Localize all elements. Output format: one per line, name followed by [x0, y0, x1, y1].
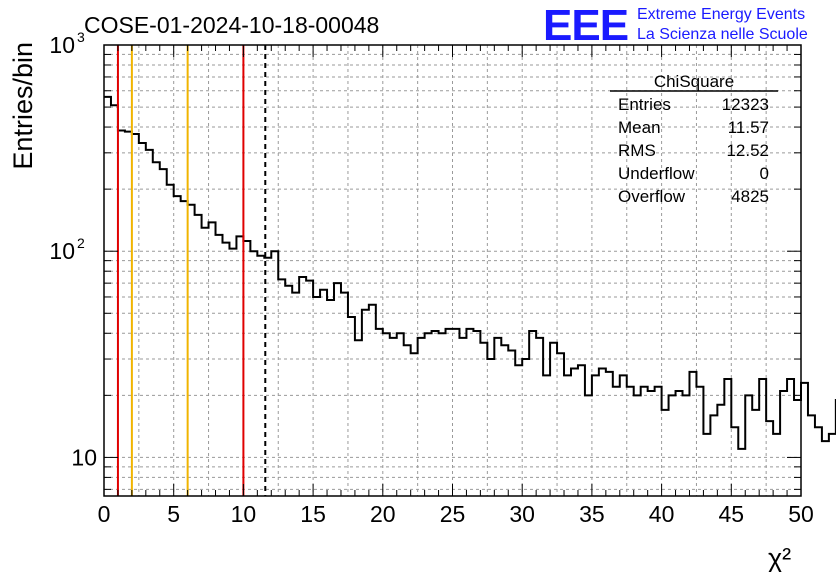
- x-axis-label: χ²: [768, 543, 791, 572]
- stats-value: 11.57: [728, 118, 769, 137]
- x-tick-label: 10: [231, 501, 257, 527]
- stats-title: ChiSquare: [654, 72, 734, 91]
- stats-label: Mean: [618, 118, 661, 137]
- x-tick-label: 40: [649, 501, 675, 527]
- y-tick-exponent: 3: [77, 29, 85, 45]
- x-tick-label: 50: [788, 501, 814, 527]
- stats-value: 4825: [731, 187, 769, 206]
- x-tick-label: 30: [509, 501, 535, 527]
- logo-text: EEE: [543, 1, 628, 50]
- x-tick-label: 45: [719, 501, 745, 527]
- stats-label: Entries: [618, 95, 671, 114]
- y-tick-base: 10: [49, 32, 75, 58]
- stats-label: Underflow: [618, 164, 695, 183]
- stats-label: Overflow: [618, 187, 686, 206]
- y-tick-label: 10 2: [49, 235, 85, 264]
- stats-value: 12.52: [726, 141, 769, 160]
- y-tick-base: 10: [71, 444, 97, 470]
- x-tick-label: 0: [98, 501, 111, 527]
- y-tick-exponent: 2: [77, 235, 85, 251]
- stats-value: 12323: [722, 95, 769, 114]
- x-tick-label: 5: [167, 501, 180, 527]
- stats-value: 0: [760, 164, 769, 183]
- x-tick-label: 35: [579, 501, 605, 527]
- x-tick-label: 15: [300, 501, 326, 527]
- y-tick-label: 10 3: [49, 29, 85, 58]
- chart-title: COSE-01-2024-10-18-00048: [84, 12, 379, 38]
- x-tick-label: 20: [370, 501, 396, 527]
- x-tick-label: 25: [440, 501, 466, 527]
- threshold-lines: [116, 45, 267, 496]
- stats-rows: Entries 12323 Mean 11.57 RMS 12.52 Underflow 0 O…: [618, 95, 769, 206]
- y-tick-label: 10: [71, 444, 97, 470]
- histogram-bins: [104, 95, 836, 450]
- histogram: [104, 95, 836, 450]
- eee-logo: EEE Extreme Energy Events La Scienza nel…: [543, 1, 808, 50]
- axis-ticks: [103, 45, 802, 496]
- y-tick-base: 10: [49, 238, 75, 264]
- stats-box: ChiSquare Entries 12323 Mean 11.57 RMS 12.52 U…: [610, 72, 778, 206]
- x-tick-labels: 0 5 10 15 20 25 30 35 40 45 50: [98, 501, 814, 527]
- stats-label: RMS: [618, 141, 656, 160]
- y-axis-label: Entries/bin: [8, 42, 38, 170]
- grid: [104, 45, 801, 496]
- logo-line-2: La Scienza nelle Scuole: [637, 26, 808, 43]
- logo-line-1: Extreme Energy Events: [637, 6, 805, 23]
